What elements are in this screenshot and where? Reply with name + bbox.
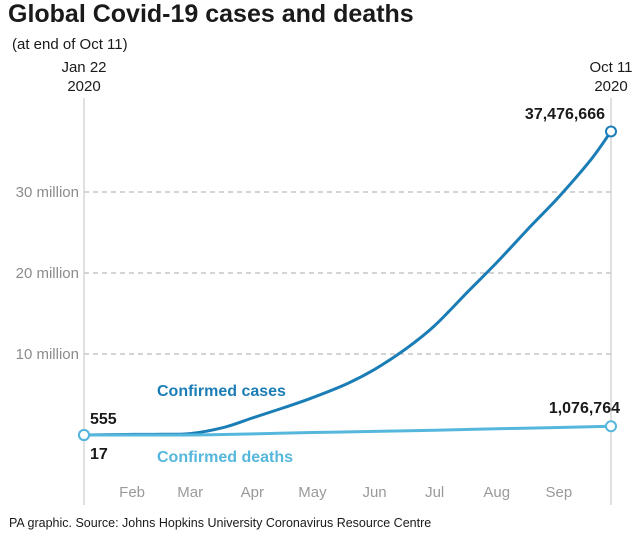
series-lines xyxy=(78,125,617,441)
cases-end-marker xyxy=(605,125,617,138)
y-tick-label: 30 million xyxy=(16,184,79,201)
end-date-year: 2020 xyxy=(594,78,627,95)
x-tick-label: Feb xyxy=(119,484,145,501)
end-date-month: Oct 11 xyxy=(589,59,632,76)
deaths-line xyxy=(82,424,613,437)
cases-series-label: Confirmed cases xyxy=(157,383,286,400)
source-note: PA graphic. Source: Johns Hopkins Univer… xyxy=(9,516,431,530)
x-tick-label: Apr xyxy=(241,484,264,501)
y-tick-label: 20 million xyxy=(16,265,79,282)
x-tick-label: May xyxy=(298,484,327,501)
deaths-start-value: 17 xyxy=(90,446,108,463)
x-tick-label: Sep xyxy=(546,484,573,501)
cases-end-value: 37,476,666 xyxy=(525,106,605,123)
x-tick-label: Mar xyxy=(177,484,203,501)
x-tick-labels: Feb Mar Apr May Jun Jul Aug Sep xyxy=(119,484,572,501)
y-tick-labels: 10 million 20 million 30 million xyxy=(16,184,79,363)
axes xyxy=(83,98,612,505)
x-tick-label: Aug xyxy=(483,484,510,501)
deaths-start-marker xyxy=(78,428,90,441)
start-date-month: Jan 22 xyxy=(61,59,106,76)
grid-lines xyxy=(84,191,611,355)
y-tick-label: 10 million xyxy=(16,346,79,363)
chart-subtitle: (at end of Oct 11) xyxy=(12,36,128,53)
x-tick-label: Jun xyxy=(362,484,386,501)
deaths-end-marker xyxy=(605,420,617,433)
deaths-series-label: Confirmed deaths xyxy=(157,449,293,466)
cases-start-value: 555 xyxy=(90,411,117,428)
x-tick-label: Jul xyxy=(425,484,444,501)
chart-title: Global Covid-19 cases and deaths xyxy=(8,0,414,28)
deaths-end-value: 1,076,764 xyxy=(549,400,620,417)
start-date-year: 2020 xyxy=(67,78,100,95)
